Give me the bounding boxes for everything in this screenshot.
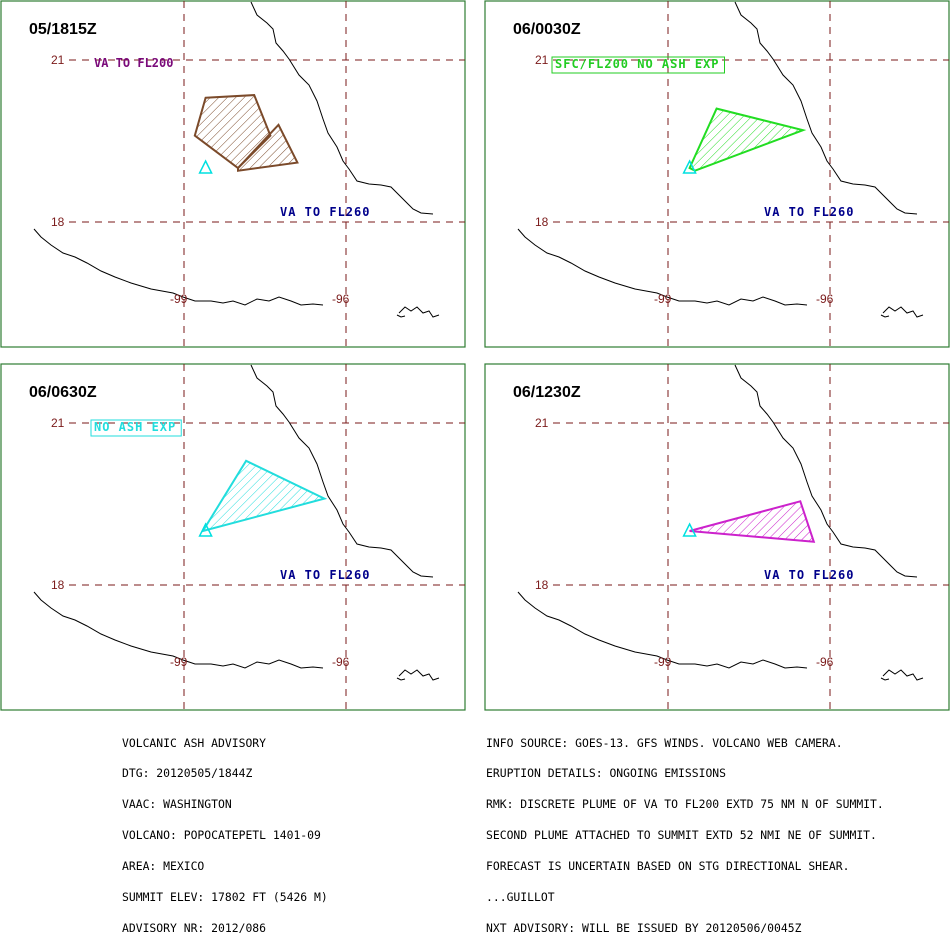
coastline bbox=[33, 591, 324, 669]
panel-time-title: 06/0630Z bbox=[29, 384, 97, 401]
coastline bbox=[517, 228, 808, 306]
map-panel-1: 21 18 -99 -96 05/1815Z VA TO FL260 VA TO FL200 bbox=[0, 0, 466, 348]
panel-frame bbox=[484, 363, 950, 711]
advisory-line: INFO SOURCE: GOES-13. GFS WINDS. VOLCANO… bbox=[486, 735, 843, 750]
va-level-label: VA TO FL260 bbox=[280, 205, 370, 219]
advisory-line: VOLCANIC ASH ADVISORY bbox=[122, 735, 267, 750]
lat-label-18: 18 bbox=[51, 578, 65, 592]
panel-time-title: 06/1230Z bbox=[513, 384, 581, 401]
coastline bbox=[517, 591, 808, 669]
advisory-line: FORECAST IS UNCERTAIN BASED ON STG DIREC… bbox=[486, 859, 850, 874]
lon-label-96: -96 bbox=[332, 655, 350, 669]
coastline bbox=[880, 677, 890, 681]
lon-label-99: -99 bbox=[170, 292, 188, 306]
ash-forecast-label: NO ASH EXP bbox=[94, 420, 176, 434]
advisory-line: SECOND PLUME ATTACHED TO SUMMIT EXTD 52 … bbox=[486, 828, 877, 843]
ash-plume-polygon bbox=[689, 500, 816, 543]
ash-forecast-label: SFC/FL200 NO ASH EXP bbox=[555, 57, 720, 71]
ash-forecast-label-box bbox=[90, 419, 182, 437]
map-panel-3: 21 18 -99 -96 06/0630Z VA TO FL260 NO ASH EXP bbox=[0, 363, 466, 711]
coastline bbox=[398, 669, 440, 681]
va-level-label: VA TO FL260 bbox=[764, 205, 854, 219]
coastline bbox=[396, 677, 406, 681]
panel-frame bbox=[0, 363, 466, 711]
coastline bbox=[882, 669, 924, 681]
lat-label-21: 21 bbox=[51, 53, 65, 67]
lon-label-96: -96 bbox=[816, 655, 834, 669]
panel-frame bbox=[0, 0, 466, 348]
ash-plume-polygon bbox=[200, 459, 328, 533]
lat-label-21: 21 bbox=[535, 416, 549, 430]
advisory-line: VOLCANO: POPOCATEPETL 1401-09 bbox=[122, 828, 321, 843]
panel-time-title: 06/0030Z bbox=[513, 21, 581, 38]
ash-plume-polygon bbox=[237, 123, 299, 172]
coastline bbox=[734, 364, 918, 578]
coastline bbox=[250, 1, 434, 215]
advisory-line: ERUPTION DETAILS: ONGOING EMISSIONS bbox=[486, 766, 727, 781]
lat-label-21: 21 bbox=[535, 53, 549, 67]
volcano-icon bbox=[682, 522, 697, 537]
ash-forecast-label-box bbox=[551, 56, 725, 74]
lat-label-21: 21 bbox=[51, 416, 65, 430]
lat-label-18: 18 bbox=[535, 578, 549, 592]
lon-label-99: -99 bbox=[170, 655, 188, 669]
va-level-label: VA TO FL260 bbox=[764, 568, 854, 582]
advisory-line: RMK: DISCRETE PLUME OF VA TO FL200 EXTD … bbox=[486, 797, 884, 812]
ash-observed-label: VA TO FL200 bbox=[94, 56, 173, 70]
ash-advisory-graphic: 21 18 -99 -96 05/1815Z VA TO FL260 VA TO FL200… bbox=[0, 0, 950, 711]
coastline bbox=[882, 306, 924, 318]
lon-label-96: -96 bbox=[816, 292, 834, 306]
lat-label-18: 18 bbox=[535, 215, 549, 229]
advisory-line: SUMMIT ELEV: 17802 FT (5426 M) bbox=[122, 890, 328, 905]
advisory-line: ADVISORY NR: 2012/086 bbox=[122, 920, 267, 935]
advisory-line: VAAC: WASHINGTON bbox=[122, 797, 232, 812]
panel-time-title: 05/1815Z bbox=[29, 21, 97, 38]
volcano-icon bbox=[198, 159, 213, 174]
coastline bbox=[734, 1, 918, 215]
lon-label-96: -96 bbox=[332, 292, 350, 306]
va-level-label: VA TO FL260 bbox=[280, 568, 370, 582]
advisory-line: NXT ADVISORY: WILL BE ISSUED BY 20120506… bbox=[486, 920, 802, 935]
volcano-icon bbox=[682, 159, 697, 174]
advisory-remarks-text: INFO SOURCE: GOES-13. GFS WINDS. VOLCANO… bbox=[486, 717, 884, 944]
advisory-header-text: VOLCANIC ASH ADVISORY DTG: 20120505/1844… bbox=[122, 717, 328, 944]
coastline bbox=[398, 306, 440, 318]
coastline bbox=[880, 314, 890, 318]
coastline bbox=[33, 228, 324, 306]
panel-frame bbox=[484, 0, 950, 348]
advisory-line: AREA: MEXICO bbox=[122, 859, 205, 874]
map-panel-2: 21 18 -99 -96 06/0030Z VA TO FL260 SFC/FL200 N… bbox=[484, 0, 950, 348]
coastline bbox=[250, 364, 434, 578]
lon-label-99: -99 bbox=[654, 292, 672, 306]
lon-label-99: -99 bbox=[654, 655, 672, 669]
volcano-icon bbox=[198, 522, 213, 537]
advisory-line: DTG: 20120505/1844Z bbox=[122, 766, 253, 781]
coastline bbox=[396, 314, 406, 318]
lat-label-18: 18 bbox=[51, 215, 65, 229]
advisory-line: ...GUILLOT bbox=[486, 890, 555, 905]
map-panel-4: 21 18 -99 -96 06/1230Z VA TO FL260 bbox=[484, 363, 950, 711]
